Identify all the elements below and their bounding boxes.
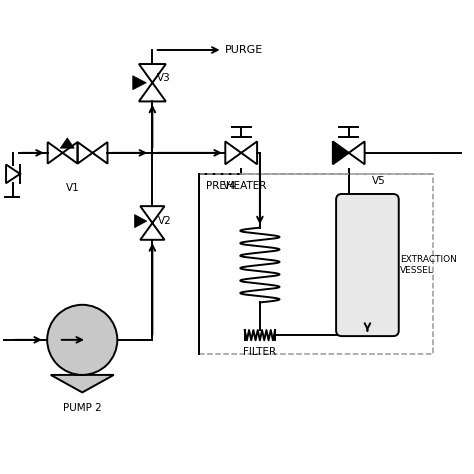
Circle shape xyxy=(47,305,118,375)
Text: PREHEATER: PREHEATER xyxy=(206,181,266,191)
Text: V3: V3 xyxy=(157,73,171,83)
Text: FILTER: FILTER xyxy=(243,347,276,357)
Text: V4: V4 xyxy=(223,181,237,191)
Polygon shape xyxy=(60,138,74,148)
Text: V5: V5 xyxy=(372,176,386,186)
Polygon shape xyxy=(133,76,146,90)
Text: PURGE: PURGE xyxy=(225,45,263,55)
Polygon shape xyxy=(333,141,349,164)
Text: V1: V1 xyxy=(66,183,80,193)
FancyBboxPatch shape xyxy=(336,194,399,336)
Text: V2: V2 xyxy=(158,216,172,226)
Text: EXTRACTION
VESSEL: EXTRACTION VESSEL xyxy=(400,255,457,275)
Text: PUMP 2: PUMP 2 xyxy=(63,403,101,413)
Polygon shape xyxy=(51,375,114,392)
Polygon shape xyxy=(135,215,147,228)
